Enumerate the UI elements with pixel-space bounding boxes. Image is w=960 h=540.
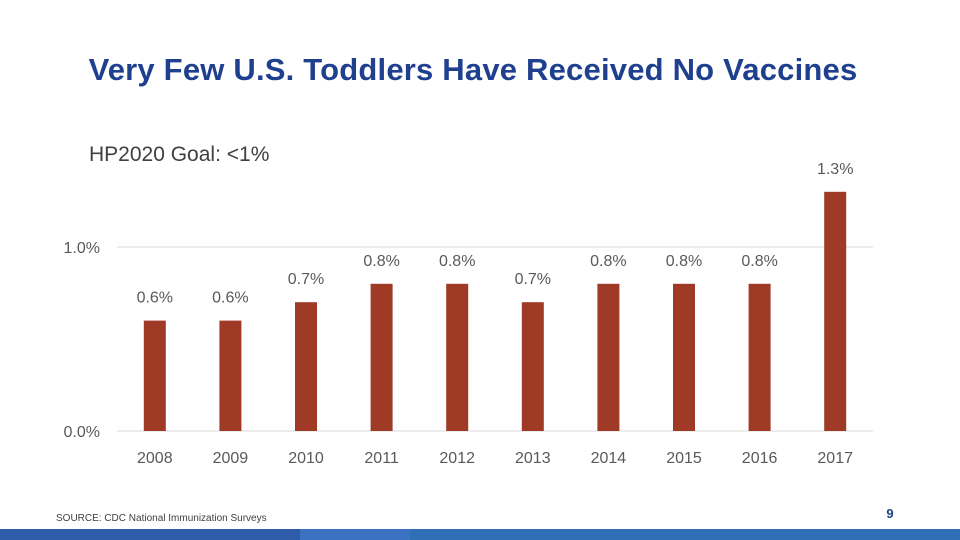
x-tick-label-2011: 2011: [364, 450, 399, 467]
page-number: 9: [886, 506, 894, 521]
value-labels: 0.6% 0.6% 0.7% 0.8% 0.8% 0.7% 0.8% 0.8% 0.8% 1.3%: [137, 161, 854, 307]
x-tick-label-2015: 2015: [666, 450, 702, 467]
gridlines: [117, 246, 873, 432]
bar-2011: [370, 283, 393, 431]
value-label-2017: 1.3%: [817, 161, 853, 178]
x-tick-label-2009: 2009: [213, 450, 249, 467]
value-label-2015: 0.8%: [666, 253, 702, 270]
bar-2013: [521, 302, 544, 431]
bar-2008: [143, 320, 166, 431]
value-label-2014: 0.8%: [590, 253, 626, 270]
bar-2016: [748, 283, 771, 431]
x-tick-label-2016: 2016: [742, 450, 778, 467]
y-tick-label: 1.0%: [64, 240, 100, 257]
source-note: SOURCE: CDC National Immunization Survey…: [56, 513, 267, 524]
x-tick-label-2012: 2012: [439, 450, 475, 467]
slide-title: Very Few U.S. Toddlers Have Received No …: [88, 52, 858, 87]
x-tick-label-2014: 2014: [591, 450, 627, 467]
x-tick-label-2013: 2013: [515, 450, 551, 467]
value-label-2013: 0.7%: [515, 271, 551, 288]
x-tick-label-2017: 2017: [817, 450, 853, 467]
value-label-2012: 0.8%: [439, 253, 475, 270]
bar-2014: [597, 283, 620, 431]
bar-2010: [295, 302, 317, 431]
value-label-2008: 0.6%: [137, 290, 173, 307]
value-label-2011: 0.8%: [363, 253, 399, 270]
value-label-2010: 0.7%: [288, 271, 324, 288]
bar-2009: [219, 320, 242, 431]
x-tick-label-2010: 2010: [288, 450, 324, 467]
bar-2017: [824, 191, 847, 431]
bars: [143, 191, 847, 431]
y-tick-label: 0.0%: [64, 424, 100, 441]
bar-2015: [673, 283, 695, 431]
bottom-accent-bar: [0, 529, 960, 540]
value-label-2016: 0.8%: [741, 253, 777, 270]
value-label-2009: 0.6%: [212, 290, 248, 307]
x-tick-label-2008: 2008: [137, 450, 173, 467]
goal-annotation: HP2020 Goal: <1%: [89, 143, 270, 166]
bar-2012: [446, 283, 469, 431]
y-axis-labels: 0.0% 1.0%: [64, 240, 100, 441]
x-axis-labels: 2008 2009 2010 2011 2012 2013 2014 2015 2016 2017: [137, 450, 853, 467]
